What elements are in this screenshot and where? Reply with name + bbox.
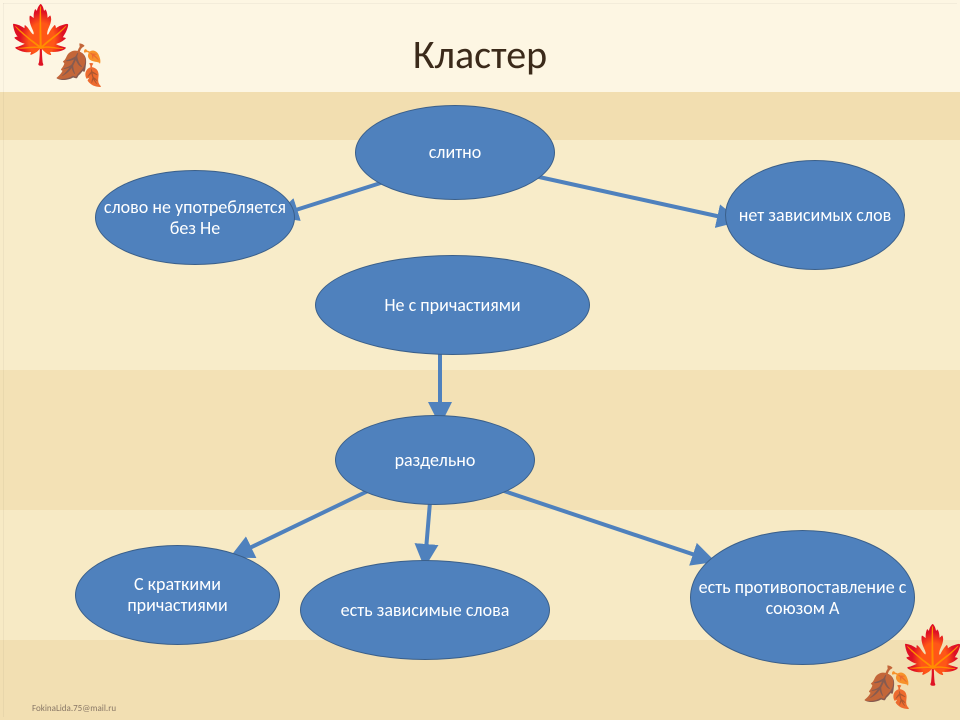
node-contrast: есть противопоставление с союзом А: [690, 530, 915, 665]
node-label: есть противопоставление с союзом А: [697, 577, 908, 618]
footer-credit: FokinaLida.75@mail.ru: [32, 703, 116, 714]
page-title: Кластер: [0, 30, 960, 79]
leaf-icon: 🍂: [54, 46, 104, 86]
node-label: Не с причастиями: [384, 295, 520, 316]
leaf-icon: 🍂: [862, 668, 912, 708]
node-has-dep: есть зависимые слова: [300, 560, 550, 660]
node-no-dep: нет зависимых слов: [725, 160, 905, 270]
node-slitno: слитно: [355, 105, 555, 200]
frame-left: [3, 3, 4, 717]
node-label: слово не употребляется без Не: [102, 197, 288, 238]
node-label: С краткими причастиями: [82, 574, 273, 615]
frame-top: [3, 3, 957, 4]
node-label: раздельно: [395, 450, 476, 471]
node-razdelno: раздельно: [335, 415, 535, 505]
node-label: есть зависимые слова: [341, 600, 510, 621]
node-center: Не с причастиями: [315, 255, 590, 355]
node-word-no-ne: слово не употребляется без Не: [95, 170, 295, 265]
node-label: слитно: [429, 142, 482, 163]
node-short: С краткими причастиями: [75, 545, 280, 645]
node-label: нет зависимых слов: [739, 205, 891, 226]
